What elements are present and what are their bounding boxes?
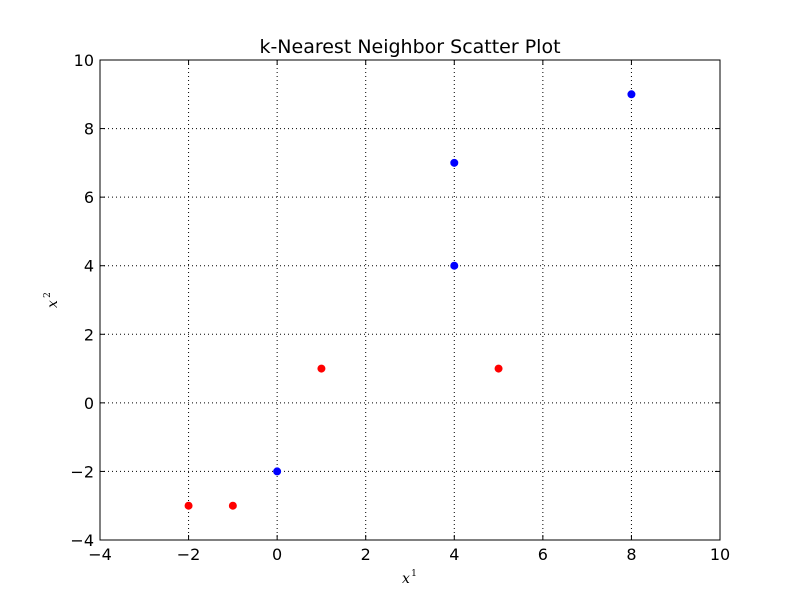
y-axis-label: x 2 [43, 292, 61, 308]
x-axis-label-base: x [402, 571, 410, 587]
y-axis-label-base: x [45, 300, 61, 308]
x-axis-label: x 1 [402, 569, 417, 587]
y-tick-label: 6 [84, 188, 94, 207]
data-point-series-1 [627, 90, 636, 99]
plot-frame [99, 59, 721, 541]
x-tick-label: 10 [710, 545, 730, 564]
y-tick-label: 10 [74, 51, 94, 70]
grid-layer [100, 60, 720, 540]
y-tick-label: 2 [84, 325, 94, 344]
x-tick-label: −2 [177, 545, 201, 564]
x-tick-label: 8 [626, 545, 636, 564]
data-point-series-1 [450, 158, 459, 167]
ticks-layer: −4 −2 0 2 4 6 8 10 −4 −2 0 2 4 6 8 10 [70, 51, 730, 564]
y-tick-label: 4 [84, 257, 94, 276]
data-point-series-2 [494, 364, 503, 373]
data-point-series-1 [450, 261, 459, 270]
data-point-series-1 [273, 467, 282, 476]
x-tick-label: 0 [272, 545, 282, 564]
x-tick-label: 6 [538, 545, 548, 564]
data-point-series-2 [228, 501, 237, 510]
x-tick-label: 2 [361, 545, 371, 564]
y-tick-label: 0 [84, 394, 94, 413]
y-tick-label: −2 [70, 462, 94, 481]
y-tick-label: 8 [84, 120, 94, 139]
x-tick-label: 4 [449, 545, 459, 564]
y-axis-label-sup: 2 [43, 292, 53, 298]
y-tick-label: −4 [70, 531, 94, 550]
x-tick-label: −4 [88, 545, 112, 564]
x-axis-label-sup: 1 [411, 569, 417, 579]
chart-title: k-Nearest Neighbor Scatter Plot [259, 36, 560, 58]
data-point-series-2 [184, 501, 193, 510]
data-point-series-2 [317, 364, 326, 373]
points-layer [184, 90, 636, 510]
